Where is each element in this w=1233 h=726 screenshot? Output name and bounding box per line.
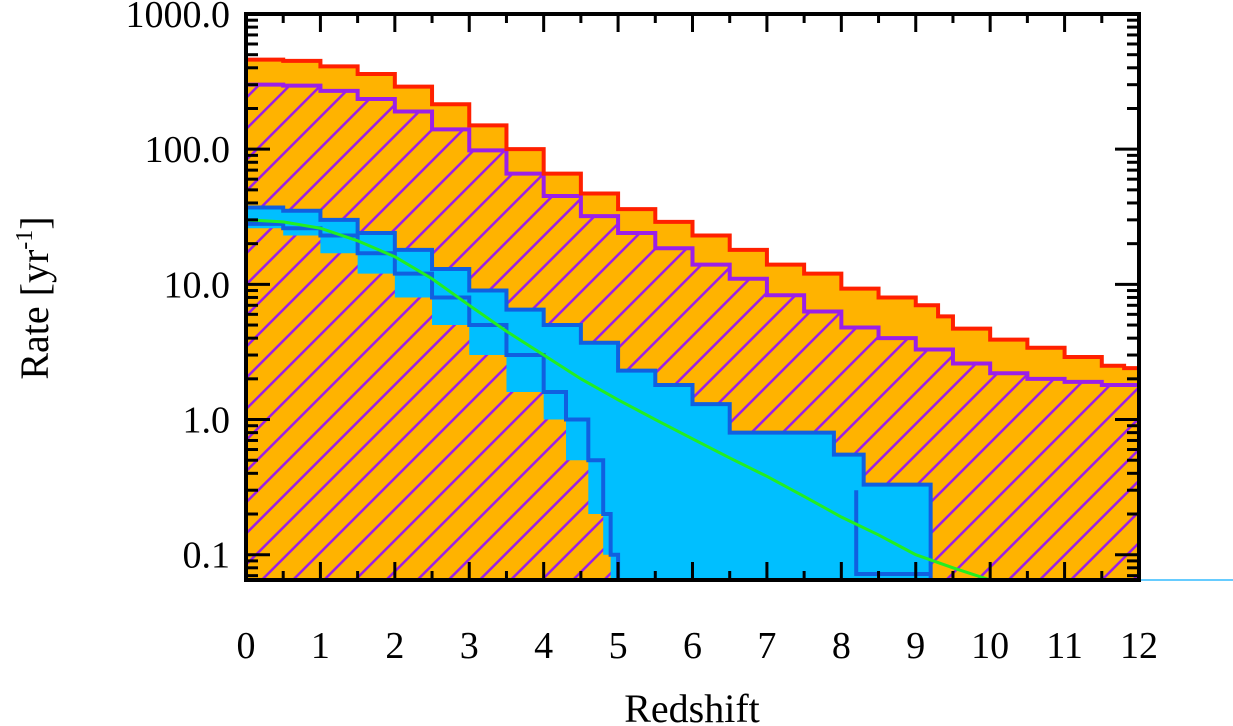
x-tick-label: 2 <box>385 625 404 667</box>
series-layer <box>246 57 1139 580</box>
model-curve-line <box>246 218 991 580</box>
y-axis-title-superscript: -1 <box>12 230 38 250</box>
x-tick-label: 5 <box>609 625 628 667</box>
x-tick-label: 10 <box>971 625 1009 667</box>
x-axis-title: Redshift <box>624 686 760 726</box>
y-tick-label: 1000.0 <box>126 0 231 36</box>
y-tick-label: 0.1 <box>183 535 231 577</box>
x-tick-label: 4 <box>534 625 553 667</box>
y-axis-title: Rate [yr-1] <box>12 216 57 379</box>
y-tick-label: 1.0 <box>183 400 231 442</box>
confidence-band-area <box>246 207 931 580</box>
y-tick-label: 100.0 <box>145 129 231 171</box>
x-tick-label: 11 <box>1046 625 1083 667</box>
x-tick-label: 7 <box>757 625 776 667</box>
hatched-subset-area <box>246 84 1139 580</box>
hatched-subset-line <box>246 82 1139 396</box>
x-axis: 0 1 2 3 4 5 6 7 8 9 10 11 12 <box>237 14 1158 667</box>
x-tick-label: 0 <box>237 625 256 667</box>
x-tick-label: 6 <box>683 625 702 667</box>
x-tick-label: 8 <box>832 625 851 667</box>
x-tick-label: 3 <box>460 625 479 667</box>
y-axis-title-text: Rate [yr <box>12 250 57 380</box>
outer-total-line <box>246 57 1139 374</box>
x-tick-label: 12 <box>1120 625 1158 667</box>
y-axis: 0.1 1.0 10.0 100.0 1000.0 <box>126 0 1139 578</box>
y-axis-title-close: ] <box>12 216 57 229</box>
model-step-line <box>854 490 931 576</box>
band-upper-line <box>246 205 933 580</box>
band-lower-line <box>246 221 621 580</box>
x-tick-label: 9 <box>906 625 925 667</box>
x-tick-label: 1 <box>311 625 330 667</box>
y-tick-label: 10.0 <box>164 264 231 306</box>
